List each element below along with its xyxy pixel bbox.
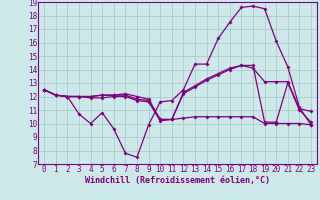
X-axis label: Windchill (Refroidissement éolien,°C): Windchill (Refroidissement éolien,°C) [85, 176, 270, 185]
